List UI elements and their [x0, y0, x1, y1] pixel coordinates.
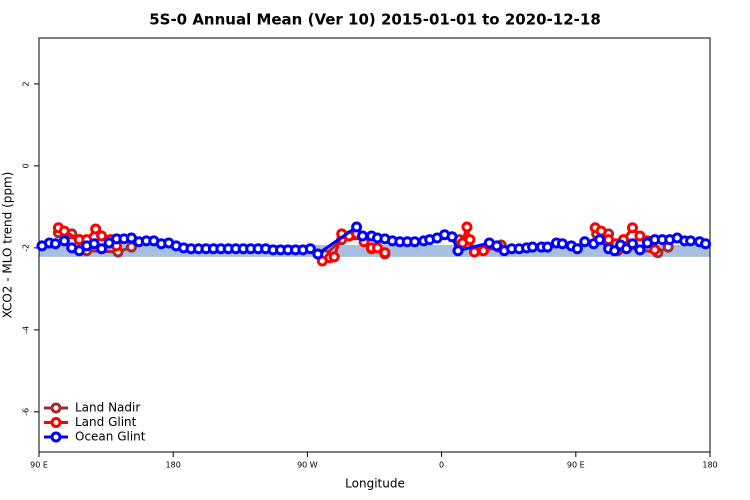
point	[409, 236, 421, 248]
chart-title: 5S-0 Annual Mean (Ver 10) 2015-01-01 to …	[149, 11, 601, 29]
point	[357, 230, 369, 242]
point	[468, 246, 480, 258]
point	[73, 245, 85, 257]
point	[595, 225, 607, 237]
x-tick-label: 90 E	[567, 461, 585, 470]
point	[594, 234, 606, 246]
x-tick-label: 180	[166, 461, 181, 470]
legend-marker	[50, 402, 62, 414]
y-tick-label: 0	[22, 163, 31, 168]
point	[541, 241, 553, 253]
x-tick-label: 180	[702, 461, 717, 470]
point	[527, 241, 539, 253]
point	[304, 243, 316, 255]
point	[312, 248, 324, 260]
point	[58, 225, 70, 237]
legend-label: Ocean Glint	[75, 430, 146, 444]
point	[379, 247, 391, 259]
point	[556, 238, 568, 250]
point	[626, 238, 638, 250]
y-tick-label: -4	[22, 326, 31, 334]
point	[96, 243, 108, 255]
legend-label: Land Nadir	[75, 401, 140, 415]
x-tick-label: 90 W	[297, 461, 318, 470]
point	[88, 238, 100, 250]
point	[579, 236, 591, 248]
point	[626, 222, 638, 234]
point	[49, 238, 61, 250]
point	[351, 221, 363, 233]
point	[452, 245, 464, 257]
point	[649, 244, 661, 256]
point	[685, 235, 697, 247]
point	[700, 238, 712, 250]
point	[461, 221, 473, 233]
legend-label: Land Glint	[75, 415, 137, 429]
y-tick-label: -6	[22, 408, 31, 416]
y-tick-label: 2	[22, 81, 31, 86]
y-axis-label: XCO2 - MLO trend (ppm)	[1, 172, 15, 319]
point	[477, 245, 489, 257]
y-tick-label: -2	[22, 244, 31, 252]
point	[90, 223, 102, 235]
point	[571, 243, 583, 255]
point	[464, 234, 476, 246]
x-tick-label: 90 E	[30, 461, 48, 470]
point	[491, 240, 503, 252]
point	[371, 242, 383, 254]
point	[58, 235, 70, 247]
point	[634, 244, 646, 256]
point	[634, 230, 646, 242]
point	[96, 230, 108, 242]
point	[328, 251, 340, 263]
point	[446, 231, 458, 243]
legend-marker	[50, 431, 62, 443]
x-axis-label: Longitude	[345, 477, 405, 491]
legend-marker	[50, 417, 62, 428]
x-tick-label: 0	[439, 461, 444, 470]
